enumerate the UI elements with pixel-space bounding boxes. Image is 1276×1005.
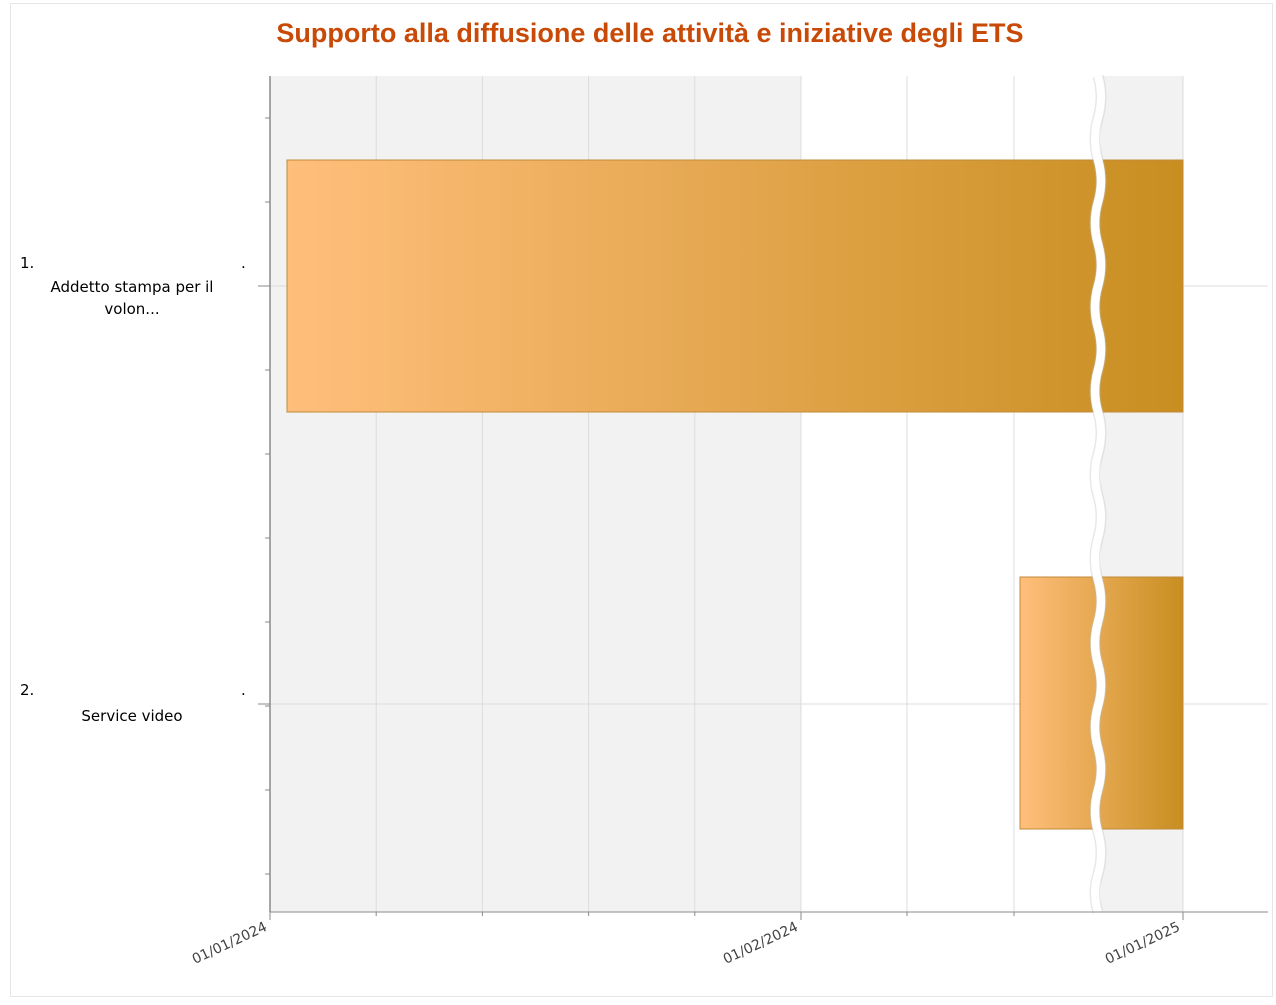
x-tick-label: 01/01/2025 xyxy=(1103,919,1183,968)
category-number: 1. xyxy=(20,254,34,272)
category-label: Addetto stampa per il xyxy=(51,278,214,296)
x-tick-label: 01/02/2024 xyxy=(721,919,801,968)
x-tick-label: 01/01/2024 xyxy=(190,919,270,968)
chart-frame xyxy=(10,3,1273,997)
plot-area: 01/01/2024 01/02/2024 01/01/2025 1. . Addetto… xyxy=(20,74,1268,968)
category-label: volon... xyxy=(104,300,159,318)
chart-title: Supporto alla diffusione delle attività … xyxy=(276,18,1023,48)
gantt-bar xyxy=(286,159,1184,413)
category-label: Service video xyxy=(81,707,182,725)
axis-break-fill xyxy=(1091,74,1105,914)
category-dot: . xyxy=(241,254,246,272)
category-dot: . xyxy=(241,681,246,699)
category-number: 2. xyxy=(20,681,34,699)
